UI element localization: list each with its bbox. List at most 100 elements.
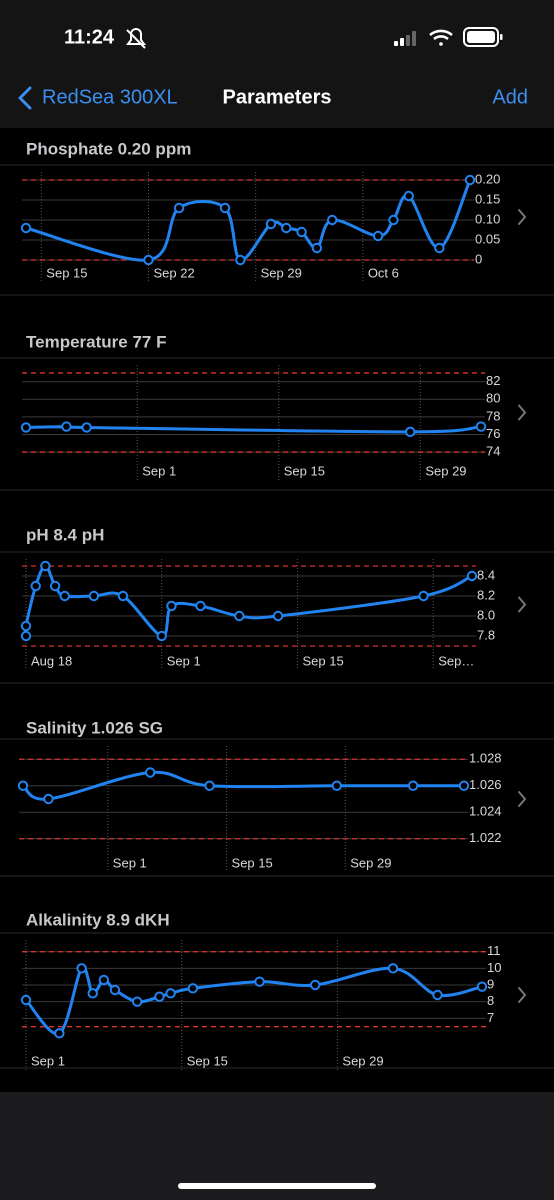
y-tick-label: 76	[486, 426, 500, 441]
data-point	[187, 983, 199, 994]
data-point	[309, 979, 321, 991]
data-point	[331, 780, 342, 791]
data-point	[281, 222, 292, 234]
chart-title: Phosphate 0.20 ppm	[26, 139, 191, 158]
x-tick-label: Sep 29	[350, 855, 391, 870]
data-point	[87, 988, 98, 999]
add-button[interactable]: Add	[492, 86, 528, 108]
data-point	[272, 610, 284, 622]
row-chevron[interactable]	[518, 209, 527, 225]
y-tick-label: 1.022	[469, 830, 502, 845]
y-tick-label: 8.2	[477, 587, 495, 602]
y-tick-label: 0	[475, 251, 482, 266]
data-point	[296, 226, 307, 238]
row-chevron[interactable]	[518, 987, 527, 1003]
y-tick-label: 0.05	[475, 231, 500, 246]
data-point	[49, 580, 61, 592]
data-point	[30, 580, 41, 592]
row-chevron[interactable]	[518, 791, 527, 807]
data-point	[61, 421, 72, 432]
x-tick-label: Sep 1	[113, 855, 147, 870]
data-point	[156, 630, 167, 642]
header-bg	[0, 0, 554, 128]
y-tick-label: 0.20	[475, 171, 500, 186]
x-tick-label: Sep 15	[187, 1053, 228, 1068]
y-tick-label: 7.8	[477, 627, 495, 642]
chart-title: Alkalinity 8.9 dKH	[26, 910, 170, 929]
data-point	[20, 620, 32, 632]
data-point	[254, 976, 265, 987]
data-point	[327, 214, 338, 226]
data-point	[20, 630, 32, 642]
y-tick-label: 74	[486, 444, 500, 459]
y-tick-label: 0.15	[475, 191, 500, 206]
data-point	[132, 996, 143, 1007]
y-tick-label: 0.10	[475, 211, 500, 226]
x-tick-label: Sep 15	[232, 855, 273, 870]
y-tick-label: 8.4	[477, 567, 495, 582]
data-point	[76, 963, 87, 974]
x-tick-label: Sep 15	[284, 463, 325, 478]
data-point	[43, 793, 54, 805]
data-point	[204, 780, 215, 791]
data-point	[475, 421, 487, 432]
x-tick-label: Sep 15	[46, 265, 87, 280]
back-button[interactable]: RedSea 300XL	[42, 86, 178, 108]
home-indicator	[178, 1183, 376, 1189]
back-chevron[interactable]	[18, 86, 32, 110]
y-tick-label: 9	[487, 976, 494, 991]
row-chevron[interactable]	[518, 596, 527, 613]
data-point	[59, 590, 70, 602]
data-point	[17, 780, 29, 791]
data-point	[88, 590, 100, 602]
data-point	[466, 570, 478, 582]
row-chevron[interactable]	[518, 404, 527, 421]
x-tick-label: Sep 1	[167, 653, 201, 668]
data-point	[265, 218, 277, 230]
x-tick-label: Sep 29	[342, 1053, 383, 1068]
x-tick-label: Sep 29	[425, 463, 466, 478]
data-point	[418, 590, 429, 602]
y-tick-label: 8	[487, 993, 494, 1008]
data-point	[372, 230, 384, 242]
x-tick-label: Sep 22	[153, 265, 194, 280]
data-point	[235, 254, 246, 266]
data-point	[403, 190, 414, 202]
footer-bg	[0, 1092, 554, 1200]
chart-title: pH 8.4 pH	[26, 525, 104, 544]
data-point	[165, 988, 176, 999]
status-time: 11:24	[64, 26, 115, 48]
data-point	[109, 984, 121, 996]
x-tick-label: Sep 1	[31, 1053, 65, 1068]
data-point	[405, 426, 416, 438]
data-line	[24, 965, 483, 1036]
y-tick-label: 80	[486, 391, 500, 406]
nav-title: Parameters	[223, 86, 332, 108]
x-tick-label: Oct 6	[368, 265, 399, 280]
data-point	[407, 780, 419, 791]
data-point	[311, 242, 323, 254]
data-point	[173, 202, 185, 214]
data-point	[434, 242, 445, 254]
signal-icon	[394, 31, 416, 46]
x-tick-label: Aug 18	[31, 653, 72, 668]
y-tick-label: 8.0	[477, 607, 495, 622]
data-point	[143, 254, 154, 266]
data-point	[166, 600, 177, 612]
x-tick-label: Sep 29	[261, 265, 302, 280]
data-point	[432, 989, 443, 1001]
x-tick-label: Sep 15	[302, 653, 343, 668]
data-point	[81, 422, 92, 433]
data-line	[23, 564, 473, 638]
y-tick-label: 10	[487, 960, 501, 975]
data-point	[54, 1028, 65, 1039]
y-tick-label: 1.026	[469, 777, 502, 792]
data-point	[20, 422, 32, 433]
chart-title: Salinity 1.026 SG	[26, 718, 163, 737]
data-point	[458, 780, 470, 791]
data-point	[98, 974, 110, 986]
y-tick-label: 82	[486, 373, 500, 388]
x-tick-label: Sep 1	[142, 463, 176, 478]
